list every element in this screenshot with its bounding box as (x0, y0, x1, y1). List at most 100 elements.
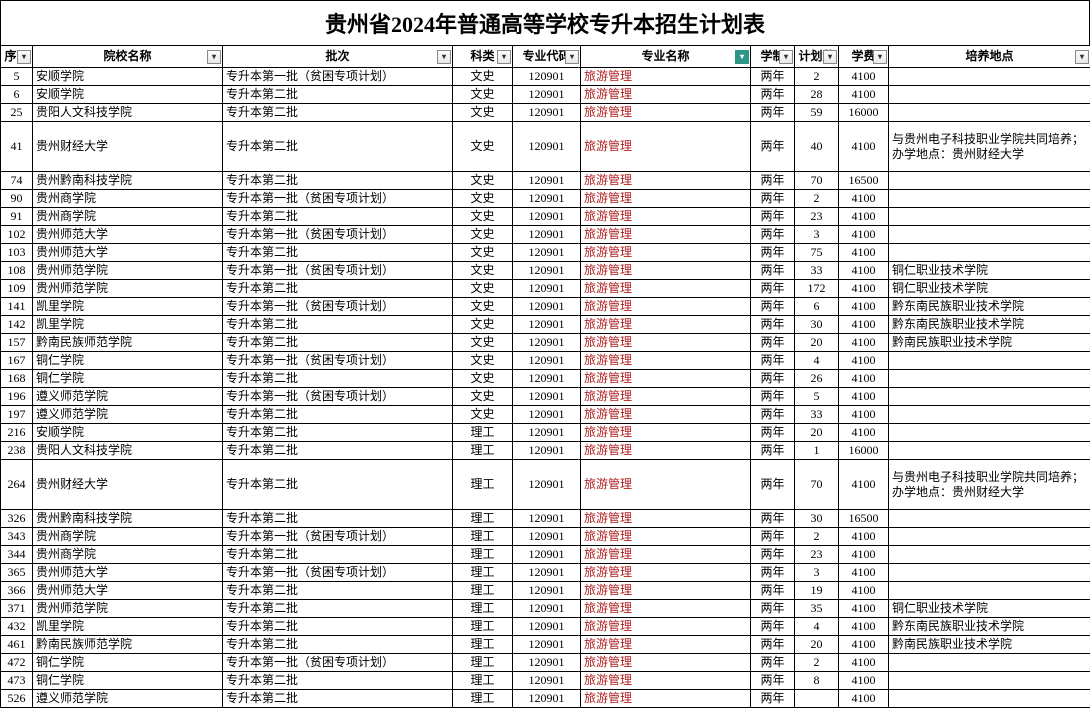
cell-seq: 197 (1, 406, 33, 424)
cell-seq: 41 (1, 122, 33, 172)
cell-subject: 文史 (453, 262, 513, 280)
cell-plan: 20 (795, 424, 839, 442)
cell-school: 凯里学院 (33, 298, 223, 316)
dropdown-icon[interactable]: ▾ (207, 50, 221, 64)
cell-code: 120901 (513, 122, 581, 172)
dropdown-icon[interactable]: ▾ (565, 50, 579, 64)
cell-fee: 4100 (839, 334, 889, 352)
cell-seq: 526 (1, 690, 33, 708)
cell-batch: 专升本第二批 (223, 510, 453, 528)
cell-major: 旅游管理 (581, 510, 751, 528)
cell-plan: 75 (795, 244, 839, 262)
cell-fee: 4100 (839, 690, 889, 708)
cell-years: 两年 (751, 86, 795, 104)
cell-years: 两年 (751, 334, 795, 352)
cell-fee: 4100 (839, 636, 889, 654)
cell-code: 120901 (513, 582, 581, 600)
cell-years: 两年 (751, 690, 795, 708)
table-row: 5安顺学院专升本第一批（贫困专项计划）文史120901旅游管理两年24100 (1, 68, 1090, 86)
cell-loc (889, 388, 1090, 406)
table-row: 526遵义师范学院专升本第二批理工120901旅游管理两年4100 (1, 690, 1090, 708)
page-title: 贵州省2024年普通高等学校专升本招生计划表 (0, 0, 1090, 45)
cell-code: 120901 (513, 190, 581, 208)
cell-major: 旅游管理 (581, 104, 751, 122)
cell-batch: 专升本第二批 (223, 424, 453, 442)
cell-fee: 4100 (839, 86, 889, 104)
cell-years: 两年 (751, 460, 795, 510)
cell-years: 两年 (751, 564, 795, 582)
cell-code: 120901 (513, 460, 581, 510)
cell-code: 120901 (513, 654, 581, 672)
cell-major: 旅游管理 (581, 370, 751, 388)
table-row: 6安顺学院专升本第二批文史120901旅游管理两年284100 (1, 86, 1090, 104)
cell-batch: 专升本第二批 (223, 690, 453, 708)
header-years: 学制▾ (751, 46, 795, 68)
cell-fee: 4100 (839, 370, 889, 388)
cell-years: 两年 (751, 442, 795, 460)
cell-school: 贵阳人文科技学院 (33, 104, 223, 122)
cell-batch: 专升本第二批 (223, 86, 453, 104)
table-row: 168铜仁学院专升本第二批文史120901旅游管理两年264100 (1, 370, 1090, 388)
cell-plan: 70 (795, 460, 839, 510)
dropdown-icon[interactable]: ▾ (873, 50, 887, 64)
cell-batch: 专升本第二批 (223, 672, 453, 690)
cell-years: 两年 (751, 618, 795, 636)
cell-years: 两年 (751, 406, 795, 424)
cell-years: 两年 (751, 316, 795, 334)
cell-batch: 专升本第二批 (223, 546, 453, 564)
cell-fee: 4100 (839, 262, 889, 280)
dropdown-icon[interactable]: ▾ (1075, 50, 1089, 64)
header-batch: 批次▾ (223, 46, 453, 68)
cell-plan: 5 (795, 388, 839, 406)
cell-batch: 专升本第一批（贫困专项计划） (223, 654, 453, 672)
cell-fee: 16500 (839, 172, 889, 190)
table-row: 157黔南民族师范学院专升本第二批文史120901旅游管理两年204100黔南民… (1, 334, 1090, 352)
cell-plan: 6 (795, 298, 839, 316)
cell-batch: 专升本第二批 (223, 370, 453, 388)
cell-code: 120901 (513, 298, 581, 316)
dropdown-icon[interactable]: ▾ (17, 50, 31, 64)
cell-seq: 196 (1, 388, 33, 406)
cell-loc (889, 208, 1090, 226)
cell-years: 两年 (751, 122, 795, 172)
dropdown-icon[interactable]: ▾ (823, 50, 837, 64)
cell-loc: 铜仁职业技术学院 (889, 262, 1090, 280)
cell-plan: 23 (795, 546, 839, 564)
cell-subject: 文史 (453, 190, 513, 208)
cell-code: 120901 (513, 406, 581, 424)
cell-plan: 23 (795, 208, 839, 226)
cell-years: 两年 (751, 424, 795, 442)
cell-code: 120901 (513, 316, 581, 334)
cell-years: 两年 (751, 370, 795, 388)
cell-subject: 文史 (453, 352, 513, 370)
cell-fee: 4100 (839, 68, 889, 86)
cell-major: 旅游管理 (581, 672, 751, 690)
filter-active-icon[interactable]: ▾ (735, 50, 749, 64)
dropdown-icon[interactable]: ▾ (437, 50, 451, 64)
cell-code: 120901 (513, 600, 581, 618)
cell-batch: 专升本第二批 (223, 208, 453, 226)
cell-plan: 8 (795, 672, 839, 690)
cell-plan: 172 (795, 280, 839, 298)
cell-plan: 2 (795, 528, 839, 546)
cell-loc (889, 104, 1090, 122)
cell-code: 120901 (513, 280, 581, 298)
cell-seq: 91 (1, 208, 33, 226)
cell-fee: 4100 (839, 654, 889, 672)
table-row: 102贵州师范大学专升本第一批（贫困专项计划）文史120901旅游管理两年341… (1, 226, 1090, 244)
cell-loc: 铜仁职业技术学院 (889, 280, 1090, 298)
dropdown-icon[interactable]: ▾ (497, 50, 511, 64)
dropdown-icon[interactable]: ▾ (779, 50, 793, 64)
cell-batch: 专升本第二批 (223, 244, 453, 262)
cell-seq: 90 (1, 190, 33, 208)
cell-batch: 专升本第一批（贫困专项计划） (223, 226, 453, 244)
cell-code: 120901 (513, 546, 581, 564)
cell-major: 旅游管理 (581, 654, 751, 672)
cell-school: 黔南民族师范学院 (33, 334, 223, 352)
table-row: 74贵州黔南科技学院专升本第二批文史120901旅游管理两年7016500 (1, 172, 1090, 190)
cell-school: 铜仁学院 (33, 370, 223, 388)
cell-batch: 专升本第一批（贫困专项计划） (223, 352, 453, 370)
cell-batch: 专升本第一批（贫困专项计划） (223, 68, 453, 86)
cell-loc (889, 406, 1090, 424)
cell-major: 旅游管理 (581, 298, 751, 316)
